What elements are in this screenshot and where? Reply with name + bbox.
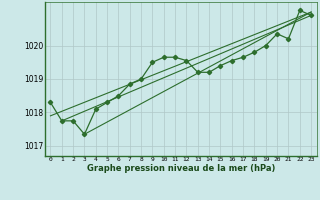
X-axis label: Graphe pression niveau de la mer (hPa): Graphe pression niveau de la mer (hPa) xyxy=(87,164,275,173)
